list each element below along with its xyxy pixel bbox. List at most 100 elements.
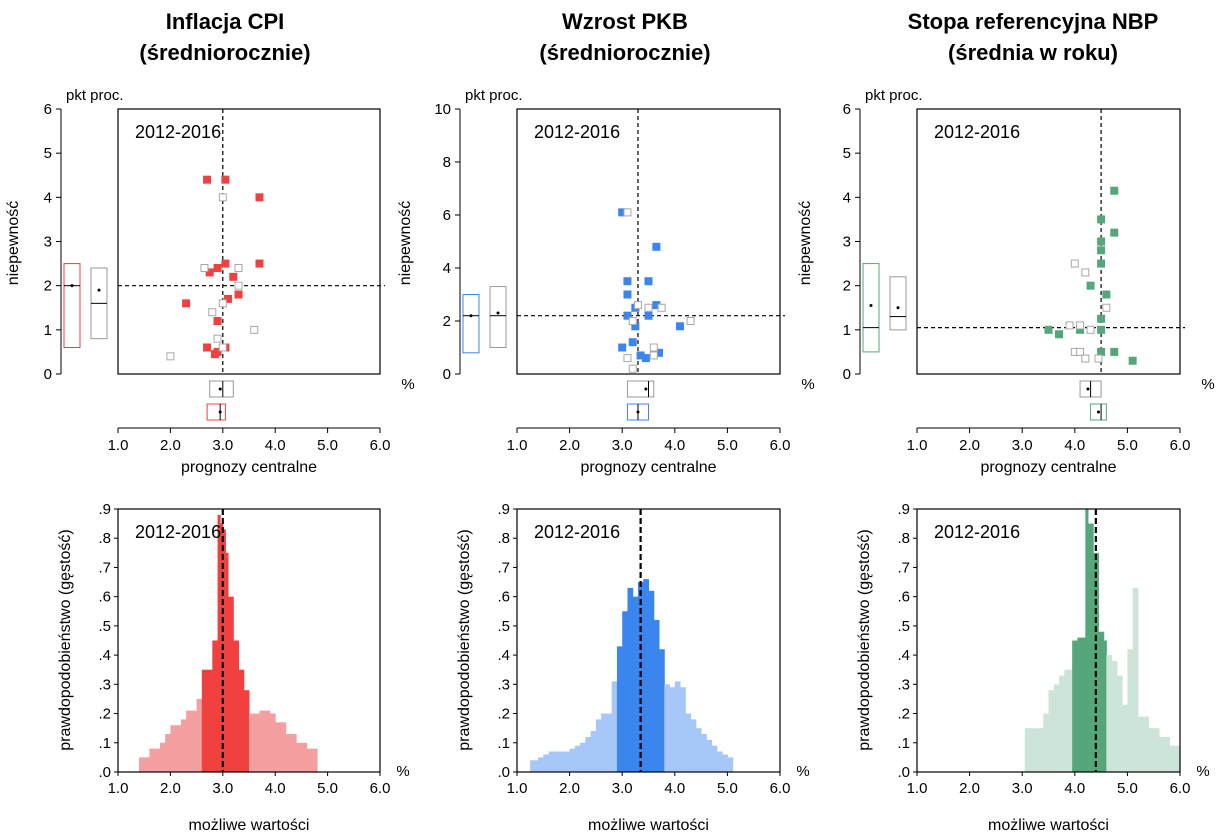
histogram-bar-core: [228, 596, 234, 772]
histogram-bar-tail: [680, 687, 686, 772]
data-point-filled: [652, 301, 661, 310]
histogram-bar-core: [1077, 637, 1086, 772]
marginal-mean-x: [636, 410, 640, 414]
histogram-bar-tail: [1116, 675, 1123, 772]
x-tick-label: 1.0: [507, 437, 528, 454]
histogram-bar-tail: [601, 713, 613, 772]
x-axis-label: prognozy centralne: [980, 459, 1116, 476]
hist-x-tick-label: 1.0: [507, 780, 528, 797]
hist-y-tick-label: .9: [497, 501, 510, 518]
period-label: 2012-2016: [934, 522, 1020, 542]
histogram-bar-tail: [585, 736, 592, 772]
panel-subtitle: (średniorocznie): [539, 40, 710, 65]
histogram-bar-tail: [543, 754, 550, 772]
histogram-bar-tail: [695, 728, 702, 772]
data-point-filled: [221, 259, 230, 268]
data-point-open: [250, 325, 259, 334]
marginal-mean-x: [1086, 387, 1090, 391]
x-tick-label: 6.0: [370, 437, 391, 454]
data-point-open: [649, 343, 658, 352]
data-point-filled: [1097, 246, 1106, 255]
data-point-filled: [1086, 281, 1095, 290]
histogram-bar-core: [238, 669, 245, 772]
marginal-box-x: [209, 380, 234, 398]
histogram-bar-tail: [548, 751, 571, 772]
panel-subtitle: (średnia w roku): [948, 40, 1118, 65]
x-axis-label: prognozy centralne: [580, 459, 716, 476]
histogram-bar-tail: [285, 734, 297, 772]
histogram-bar-tail: [611, 681, 618, 772]
y-tick-label: 3: [843, 234, 851, 251]
data-point-open: [234, 264, 243, 272]
data-point-filled: [255, 259, 264, 268]
data-point-filled: [618, 208, 627, 217]
y-tick-label: 1: [843, 322, 851, 339]
data-point-filled: [1110, 228, 1119, 237]
data-point-open: [1076, 347, 1085, 356]
x-tick-label: 3.0: [212, 437, 233, 454]
data-point-open: [644, 303, 653, 312]
hist-y-tick-label: .1: [497, 735, 510, 752]
percent-label: %: [1196, 763, 1209, 780]
data-point-filled: [213, 317, 222, 325]
data-point-filled: [213, 264, 222, 272]
histogram-bar-tail: [706, 739, 713, 772]
y-tick-label: 0: [443, 366, 451, 383]
data-point-filled: [203, 175, 212, 184]
percent-label: %: [396, 763, 409, 780]
data-point-open: [1094, 354, 1103, 363]
hist-x-axis-label: możliwe wartości: [988, 817, 1109, 834]
percent-label: %: [401, 376, 414, 393]
data-point-filled: [1097, 237, 1106, 246]
hist-y-tick-label: .4: [897, 647, 910, 664]
histogram-bar-tail: [580, 742, 586, 772]
data-point-filled: [655, 348, 664, 357]
histogram-bar-tail: [669, 687, 676, 772]
hist-x-axis-label: możliwe wartości: [588, 817, 709, 834]
marginal-mean-y: [896, 306, 900, 310]
marginal-mean-x: [218, 410, 222, 414]
period-label: 2012-2016: [534, 122, 620, 142]
data-point-filled: [641, 354, 650, 363]
y-tick-label: 6: [44, 101, 52, 118]
hist-y-tick-label: .3: [897, 676, 910, 693]
data-point-filled: [1097, 325, 1106, 334]
hist-x-tick-label: 3.0: [612, 780, 633, 797]
x-tick-label: 6.0: [1170, 437, 1191, 454]
histogram-bar-tail: [1064, 669, 1073, 772]
hist-y-tick-label: .7: [497, 559, 510, 576]
data-point-filled: [631, 322, 640, 331]
x-tick-label: 4.0: [1064, 437, 1085, 454]
hist-y-tick-label: .7: [98, 559, 111, 576]
histogram-bar-tail: [690, 719, 697, 772]
data-point-open: [628, 364, 637, 373]
hist-y-axis-label: prawdopodobieństwo (gęstość): [456, 529, 473, 750]
data-point-open: [686, 317, 695, 325]
marginal-box-y: [862, 263, 880, 353]
hist-y-tick-label: .0: [897, 764, 910, 781]
data-point-filled: [1110, 186, 1119, 195]
histogram-bar-tail: [1158, 736, 1170, 772]
hist-y-tick-label: .4: [497, 647, 510, 664]
marginal-mean-y: [97, 288, 101, 292]
x-tick-label: 5.0: [1117, 437, 1138, 454]
histogram-bar-tail: [722, 754, 728, 772]
marginal-mean-y: [70, 284, 74, 288]
panel-title: Stopa referencyjna NBP: [908, 9, 1159, 34]
x-tick-label: 2.0: [559, 437, 580, 454]
data-point-open: [166, 352, 175, 361]
histogram-bar-tail: [716, 751, 723, 772]
x-tick-label: 6.0: [770, 437, 791, 454]
y-tick-label: 2: [443, 313, 451, 330]
scatter-plot-frame: [117, 108, 381, 375]
data-point-filled: [229, 272, 238, 281]
period-label: 2012-2016: [534, 522, 620, 542]
data-point-filled: [221, 175, 230, 184]
hist-y-tick-label: .6: [497, 589, 510, 606]
histogram-bar-tail: [1132, 587, 1139, 772]
histogram-bar-tail: [685, 713, 692, 772]
period-label: 2012-2016: [135, 522, 221, 542]
data-point-open: [234, 281, 243, 290]
y-tick-label: 5: [44, 145, 52, 162]
data-point-open: [623, 208, 632, 217]
